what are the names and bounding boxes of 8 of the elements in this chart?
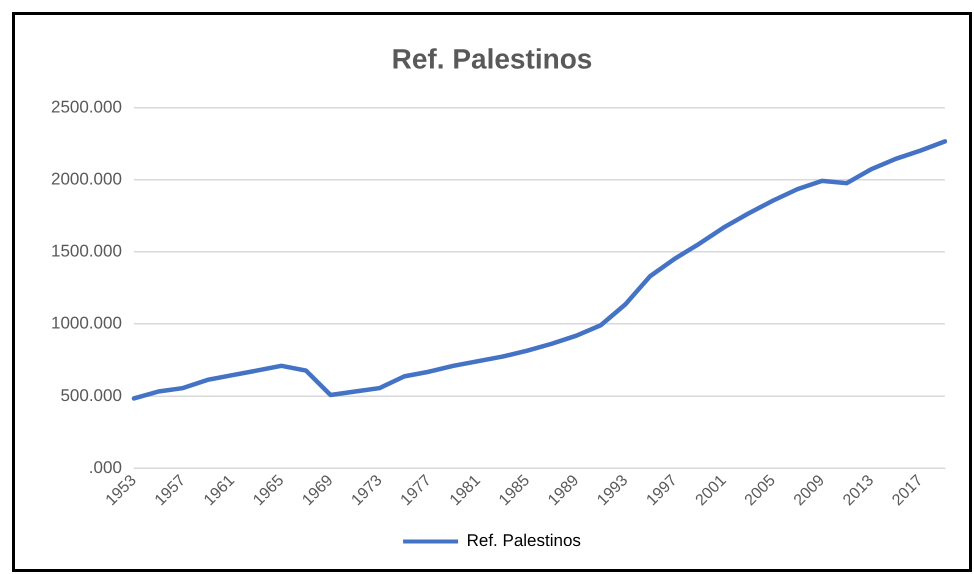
legend-label: Ref. Palestinos: [466, 531, 581, 550]
y-tick-label: .000: [88, 458, 122, 477]
y-tick-label: 500.000: [60, 386, 122, 405]
y-tick-label: 2500.000: [51, 97, 122, 116]
y-tick-label: 1500.000: [51, 242, 122, 261]
y-tick-label: 1000.000: [51, 314, 122, 333]
chart-title: Ref. Palestinos: [392, 44, 592, 75]
y-tick-label: 2000.000: [51, 169, 122, 188]
